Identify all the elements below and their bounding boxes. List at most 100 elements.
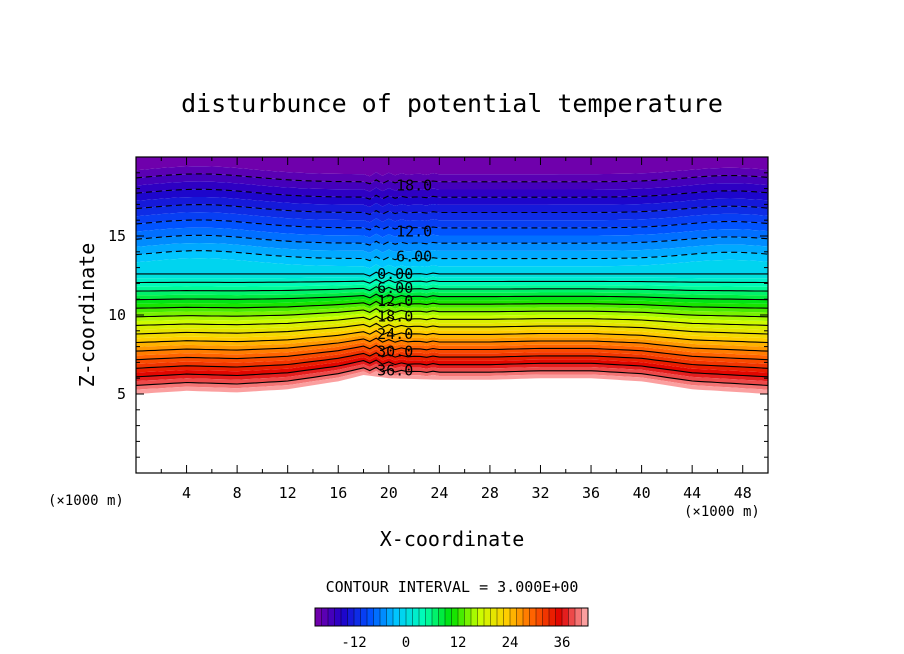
chart-title: disturbunce of potential temperature (181, 89, 723, 118)
contour-line (136, 204, 768, 216)
contour-line (136, 352, 768, 369)
colorbar-tick-label: 0 (402, 635, 410, 651)
contour-interval-text: CONTOUR INTERVAL = 3.000E+00 (326, 578, 579, 596)
contour-line (136, 359, 768, 378)
x-tick-label: 24 (430, 484, 448, 502)
colorbar (314, 607, 589, 627)
field-band (136, 250, 768, 269)
colorbar-swatch (522, 607, 531, 627)
colorbar-swatch (477, 607, 485, 627)
field-band (136, 327, 768, 343)
contour-label: 12.0 (377, 292, 413, 310)
contour-lines (136, 173, 768, 386)
colorbar-swatch (418, 607, 427, 627)
colorbar-swatch (444, 607, 453, 627)
colorbar-swatch (529, 607, 537, 627)
x-axis-label: X-coordinate (380, 527, 525, 551)
x-tick-label: 8 (233, 484, 242, 502)
field-band (136, 220, 768, 238)
contour-line (136, 322, 768, 335)
colorbar-swatch (561, 607, 570, 627)
colorbar-swatch (470, 607, 479, 627)
x-unit-left: (×1000 m) (48, 493, 124, 509)
field-band (136, 290, 768, 300)
contour-line (136, 188, 768, 200)
colorbar-swatch (574, 607, 583, 627)
x-tick-label: 20 (380, 484, 398, 502)
contour-label: 36.0 (377, 361, 413, 379)
colorbar-swatch (483, 607, 492, 627)
colorbar-tick-label: 12 (450, 635, 467, 651)
contour-line (136, 234, 768, 246)
x-tick-label: 16 (329, 484, 347, 502)
colorbar-swatch (321, 607, 329, 627)
contour-line (136, 344, 768, 361)
field-band (136, 338, 768, 356)
field-band (136, 189, 768, 207)
colorbar-frame (314, 607, 589, 627)
field-band (136, 297, 768, 309)
contour-line (136, 286, 768, 292)
field-band (136, 227, 768, 246)
colorbar-swatch (353, 607, 362, 627)
y-tick-label: 15 (108, 227, 126, 245)
contour-line (136, 219, 768, 231)
field-band (136, 283, 768, 292)
x-tick-label: 4 (182, 484, 191, 502)
field-band (136, 371, 768, 394)
field-band (136, 352, 768, 373)
colorbar-swatch (548, 607, 557, 627)
colorbar-swatch (535, 607, 544, 627)
contour-line (136, 366, 768, 386)
field-band (136, 367, 768, 390)
colorbar-swatch (399, 607, 407, 627)
contour-line (136, 250, 768, 262)
colorbar-swatch (451, 607, 459, 627)
x-tick-label: 36 (582, 484, 600, 502)
field-band (136, 243, 768, 261)
x-tick-label: 28 (481, 484, 499, 502)
colorbar-swatch (327, 607, 336, 627)
colorbar-swatch (334, 607, 342, 627)
colorbar-swatch (405, 607, 414, 627)
colorbar-tick-label: -12 (341, 635, 366, 651)
colorbar-swatch (555, 607, 563, 627)
contour-line (136, 300, 768, 309)
field-band (136, 345, 768, 364)
field-band (136, 212, 768, 230)
contour-label: 0.00 (377, 265, 413, 283)
colorbar-swatch (425, 607, 433, 627)
x-tick-label: 12 (279, 484, 297, 502)
colorbar-swatch (568, 607, 576, 627)
contour-line (136, 173, 768, 185)
contour-line (136, 278, 768, 284)
contour-line (136, 315, 768, 326)
contour-label: 18.0 (396, 176, 432, 194)
field-band (136, 235, 768, 253)
colorbar-swatch (490, 607, 498, 627)
y-axis-ticks: 5 10 15 (108, 172, 768, 458)
field-band (136, 305, 768, 317)
x-unit-right: (×1000 m) (684, 504, 760, 520)
colorbar-swatch (386, 607, 394, 627)
x-tick-label: 32 (531, 484, 549, 502)
contour-label: 6.00 (396, 248, 432, 266)
contour-line (136, 330, 768, 344)
colorbar-swatch (314, 607, 323, 627)
y-axis-label: Z-coordinate (75, 243, 99, 388)
colorbar-swatch (496, 607, 505, 627)
contour-label: 24.0 (377, 325, 413, 343)
colorbar-swatch (373, 607, 381, 627)
contour-line (136, 337, 768, 352)
field-band (136, 286, 768, 296)
colorbar-swatch (347, 607, 355, 627)
field-band (136, 204, 768, 223)
contour-line (136, 293, 768, 301)
contour-label: 12.0 (396, 222, 432, 240)
colorbar-swatch (379, 607, 388, 627)
colorbar-swatch (516, 607, 524, 627)
x-axis-ticks: 4 8 12 16 20 24 28 32 36 40 44 48 (160, 157, 769, 502)
field-band (136, 173, 768, 192)
y-tick-label: 10 (108, 306, 126, 324)
colorbar-swatch (412, 607, 420, 627)
